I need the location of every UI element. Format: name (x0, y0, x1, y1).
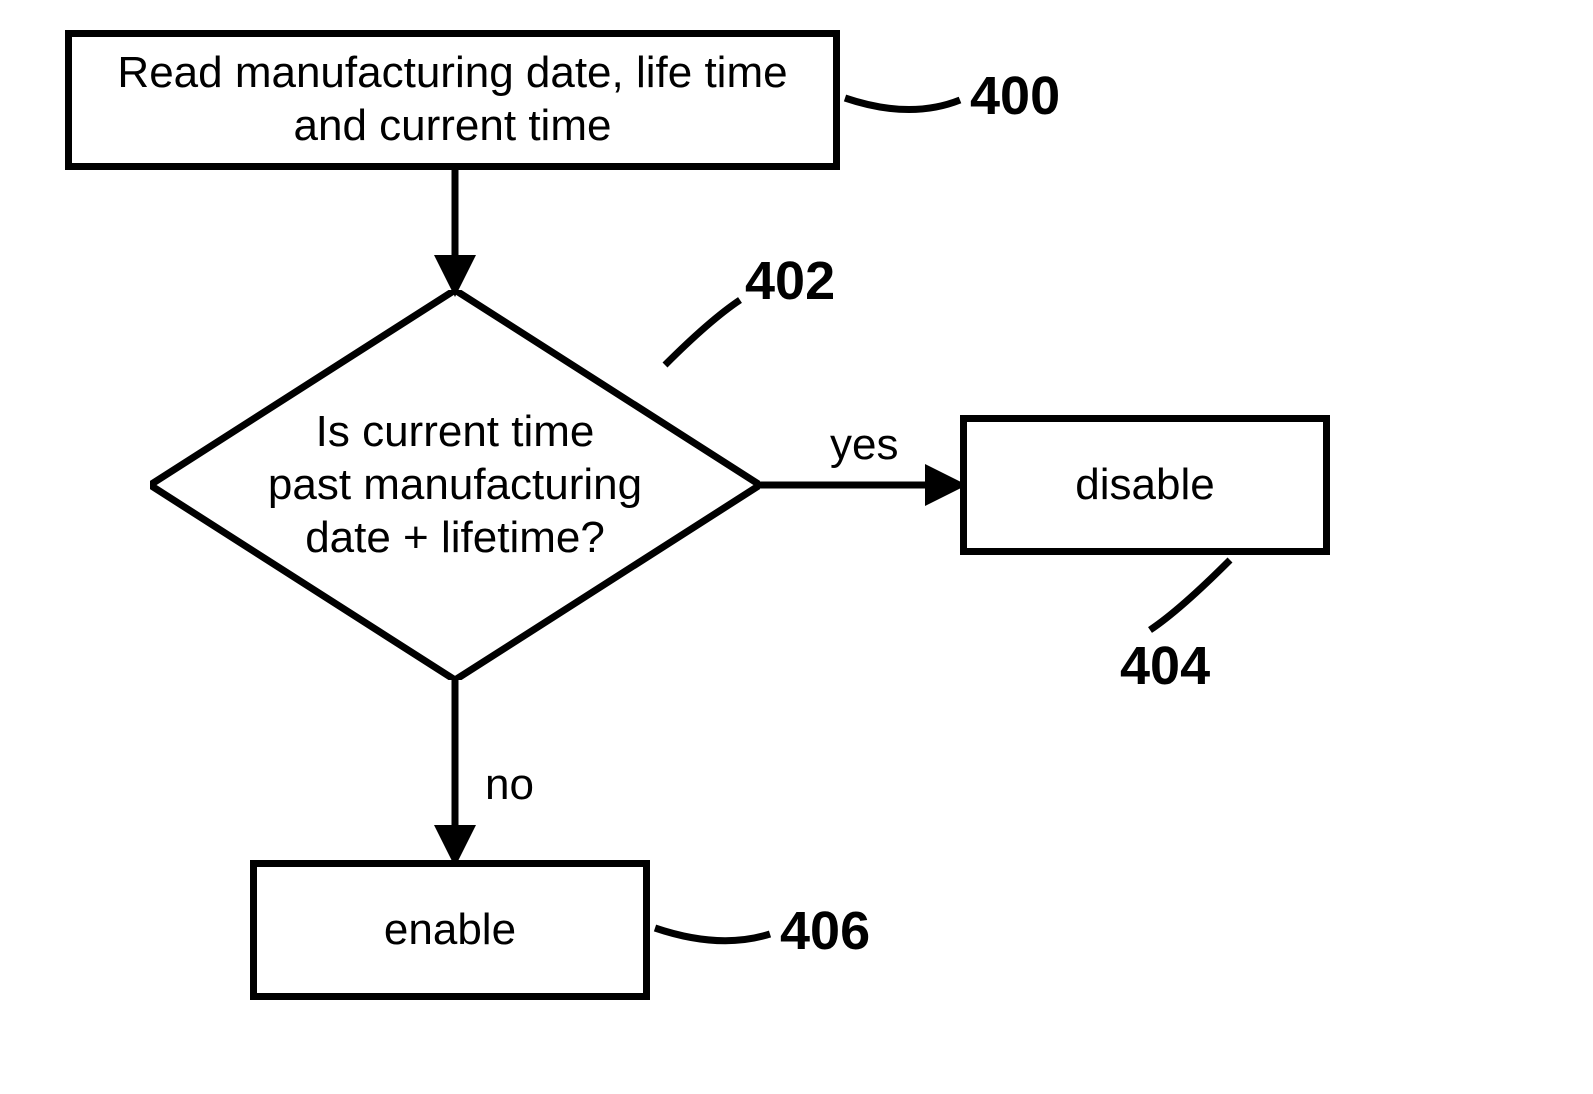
flowchart-container: Read manufacturing date, life timeand cu… (0, 0, 1593, 1089)
edge-402-406 (0, 0, 1593, 1094)
edge-label-no: no (485, 760, 534, 810)
